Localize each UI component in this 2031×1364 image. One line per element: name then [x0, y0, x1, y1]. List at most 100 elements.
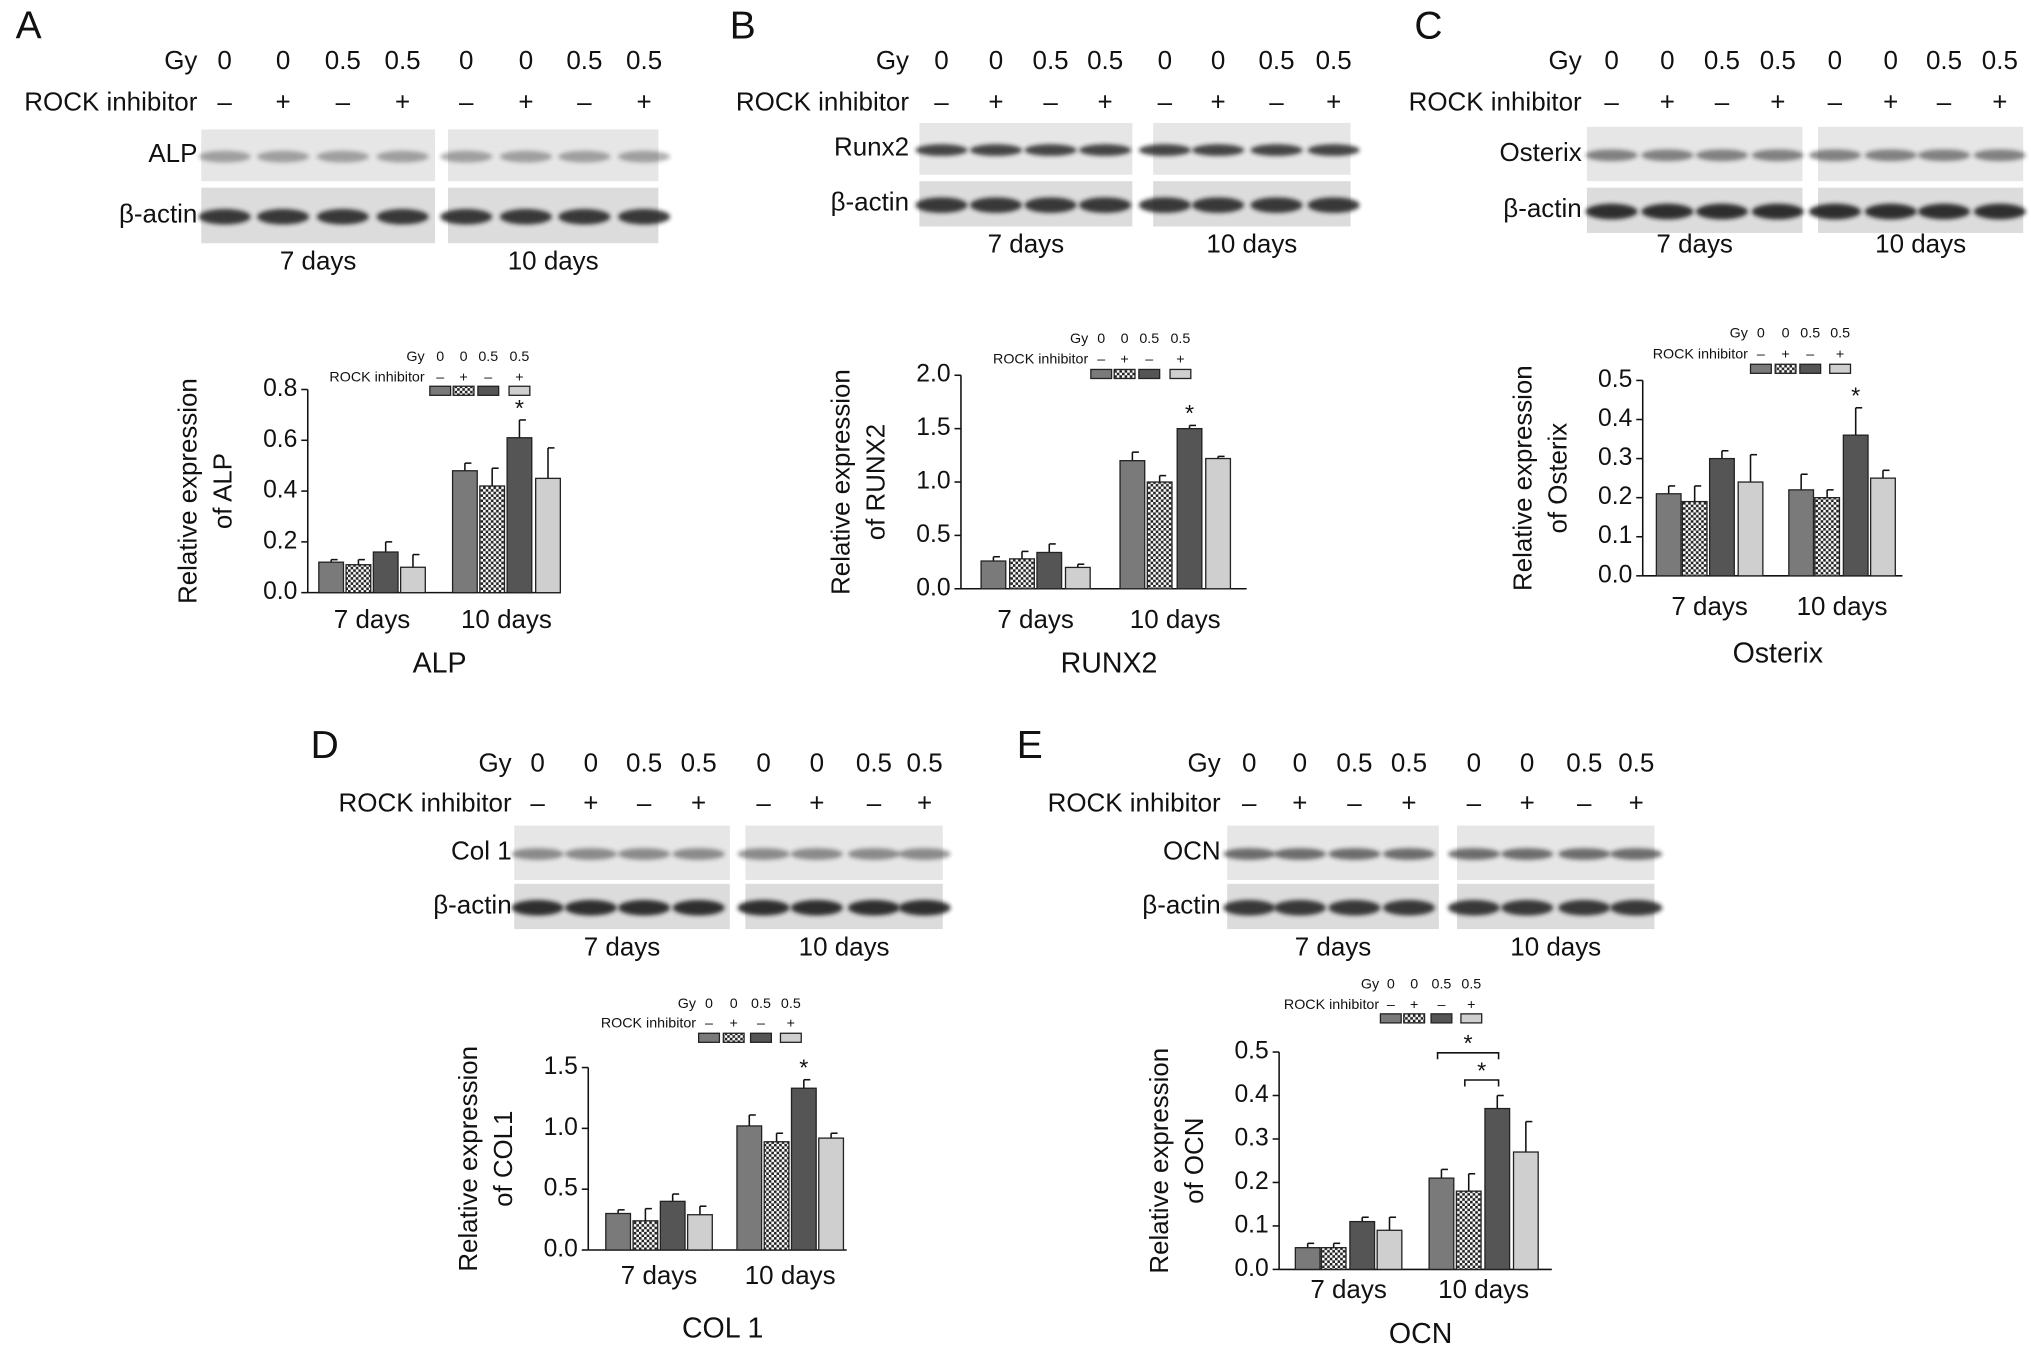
- header-value: 0.5: [907, 750, 943, 778]
- y-axis-label: Relative expression: [1509, 365, 1537, 591]
- blot-band: [1079, 144, 1132, 156]
- legend-swatch: [1749, 363, 1772, 374]
- blot-band: [1641, 149, 1694, 162]
- header-value: 0: [530, 750, 544, 778]
- blot-band: [618, 848, 671, 860]
- bar: [1737, 481, 1764, 577]
- bar: [372, 551, 399, 594]
- band-label: ALP: [148, 140, 197, 168]
- legend-value: 0.5: [1830, 326, 1850, 342]
- bar: [399, 566, 426, 594]
- blot-band: [316, 150, 369, 163]
- chart-title: ALP: [413, 648, 467, 680]
- bar: [451, 470, 478, 594]
- bar: [1681, 500, 1708, 577]
- header-value: 0.5: [1087, 47, 1123, 75]
- blot-band: [790, 848, 843, 860]
- y-tick-label: 2.0: [916, 361, 950, 388]
- legend-value: –: [757, 1015, 765, 1031]
- bar: [1708, 457, 1735, 577]
- legend-value: –: [705, 1015, 713, 1031]
- blot-band: [257, 150, 310, 163]
- bar: [1320, 1247, 1347, 1271]
- bar: [479, 485, 506, 594]
- header-value: 0: [1604, 47, 1618, 75]
- chart-title: COL 1: [682, 1313, 763, 1345]
- header-value: –: [1242, 790, 1257, 818]
- legend-swatch: [477, 385, 500, 396]
- header-value: 0.5: [325, 47, 361, 75]
- y-axis-label: of COL1: [490, 1111, 518, 1207]
- y-tick-label: 0.4: [263, 477, 297, 504]
- header-value: –: [1269, 88, 1284, 116]
- legend-label: ROCK inhibitor: [329, 370, 424, 386]
- blot-band: [558, 150, 611, 163]
- legend-swatch: [1090, 368, 1113, 380]
- x-tick-label: 10 days: [1797, 593, 1888, 621]
- significance-star: *: [1464, 1030, 1473, 1056]
- header-value: +: [1520, 790, 1535, 818]
- blot-band: [1808, 149, 1861, 162]
- blot-band: [1918, 203, 1970, 220]
- legend-label: Gy: [1070, 331, 1089, 347]
- blot-band: [970, 144, 1022, 156]
- header-value: +: [917, 790, 932, 818]
- y-tick-label: 0.4: [1234, 1081, 1268, 1108]
- header-value: 0: [1293, 750, 1307, 778]
- band-label: Runx2: [834, 134, 909, 162]
- bar: [1009, 558, 1035, 590]
- legend-value: +: [1467, 997, 1475, 1013]
- header-value: –: [577, 88, 592, 116]
- header-label: Gy: [1188, 750, 1221, 778]
- header-label: Gy: [164, 47, 197, 75]
- header-value: 0.5: [1982, 47, 2018, 75]
- header-value: 0: [934, 47, 948, 75]
- blot-band: [499, 208, 552, 225]
- significance-star: *: [1851, 383, 1860, 409]
- y-tick-label: 0.0: [544, 1236, 578, 1263]
- blot-band: [198, 150, 251, 163]
- header-label: Gy: [1549, 47, 1582, 75]
- blot-group-label: 10 days: [799, 933, 890, 961]
- blot-band: [1223, 848, 1276, 860]
- blot-band: [1610, 848, 1663, 860]
- blot-group-label: 10 days: [1510, 933, 1601, 961]
- blot-band: [1751, 203, 1804, 220]
- blot-band: [1383, 899, 1435, 916]
- bar: [1205, 457, 1232, 590]
- blot-band: [257, 208, 310, 225]
- blot-band: [847, 899, 900, 916]
- y-axis-label: Relative expression: [174, 378, 202, 604]
- x-tick-label: 10 days: [1130, 606, 1221, 634]
- y-tick-label: 0.6: [263, 426, 297, 453]
- header-label: Gy: [876, 47, 909, 75]
- blot-band: [440, 208, 493, 225]
- blot-band: [737, 848, 790, 860]
- y-tick-label: 0.2: [1598, 483, 1632, 510]
- blot-band: [618, 899, 671, 916]
- header-value: +: [637, 88, 652, 116]
- legend-value: 0.5: [1171, 331, 1191, 347]
- header-value: 0: [1242, 750, 1256, 778]
- blot-band: [970, 197, 1022, 213]
- blot-group-label: 7 days: [1295, 933, 1372, 961]
- legend-label: Gy: [678, 996, 697, 1012]
- header-value: 0: [519, 47, 533, 75]
- legend-swatch: [452, 385, 475, 396]
- legend-value: +: [787, 1015, 795, 1031]
- bar: [1376, 1229, 1403, 1271]
- y-axis-label: Relative expression: [828, 369, 856, 595]
- bar: [659, 1200, 686, 1251]
- y-tick-label: 0.0: [263, 578, 297, 605]
- header-value: –: [1158, 88, 1173, 116]
- legend-swatch: [1379, 1013, 1402, 1024]
- blot-band: [1610, 899, 1663, 916]
- header-value: 0: [989, 47, 1003, 75]
- legend-value: +: [1176, 352, 1184, 368]
- header-value: 0: [1828, 47, 1842, 75]
- header-value: 0: [756, 750, 770, 778]
- y-tick-label: 0.8: [263, 375, 297, 402]
- blot-band: [1751, 149, 1804, 162]
